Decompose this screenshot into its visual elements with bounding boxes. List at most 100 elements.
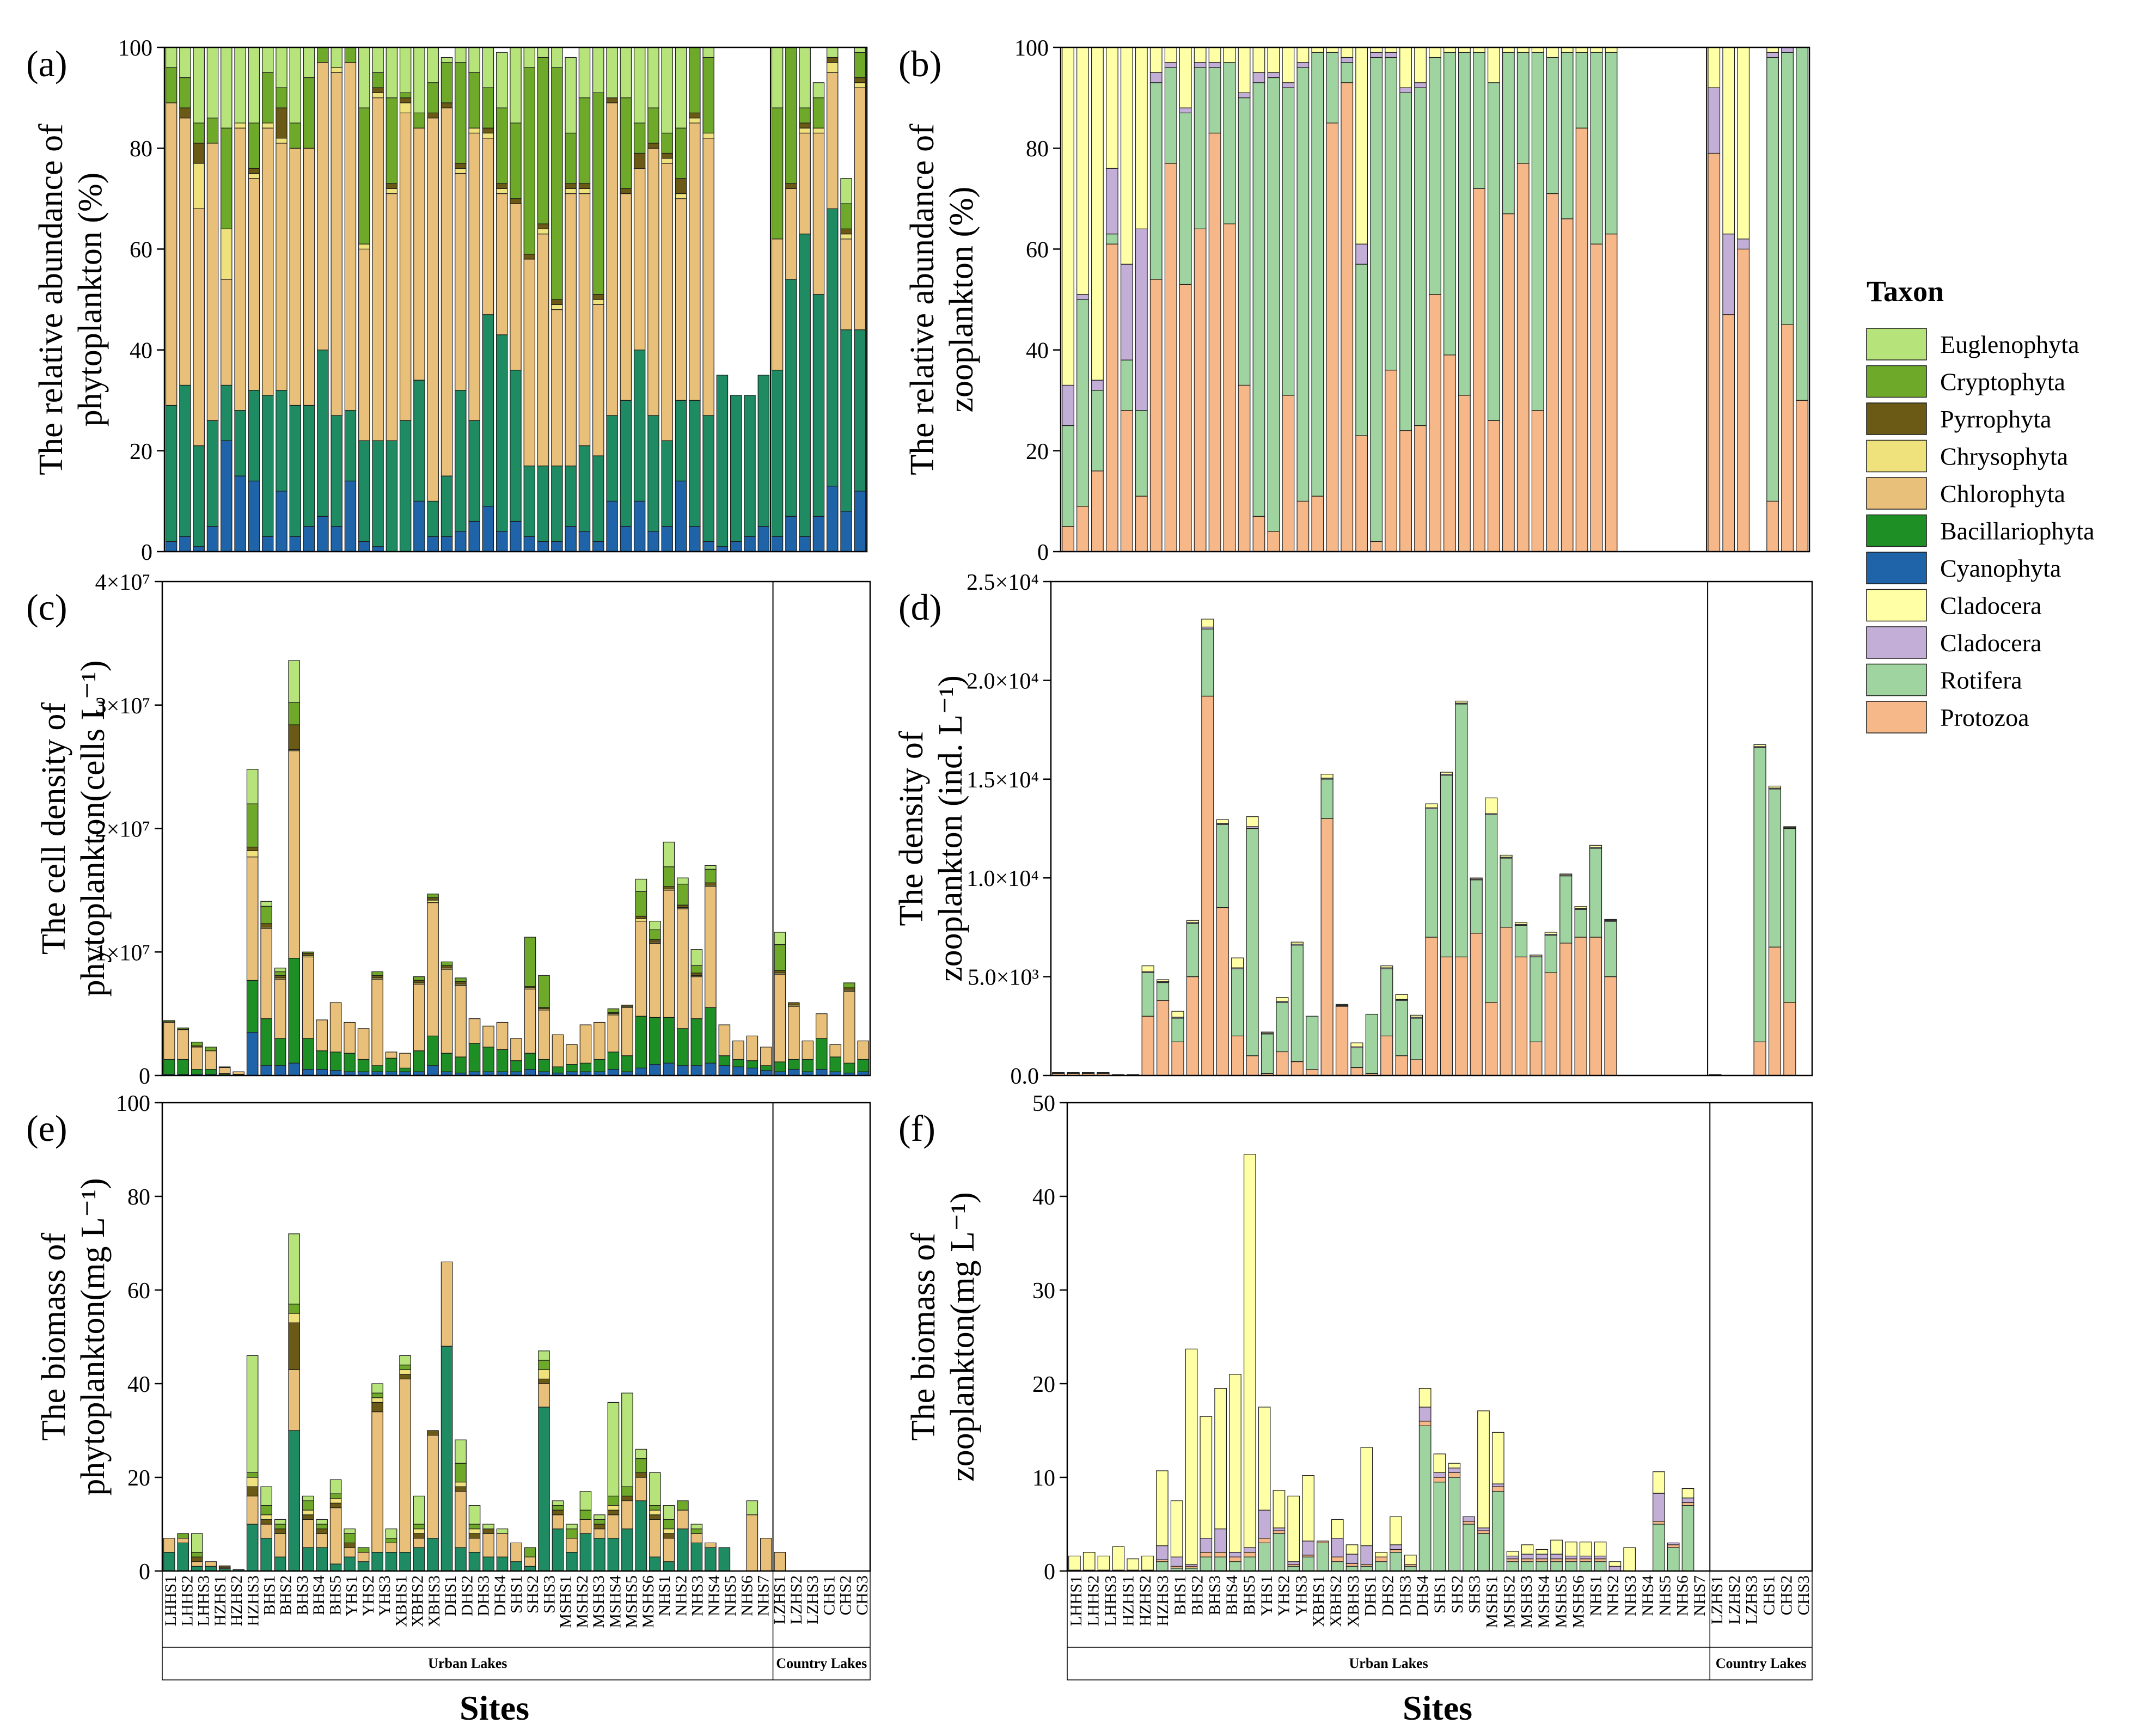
bar-segment-cryptophyta [647,107,659,144]
bar-segment-protozoa [1091,470,1104,552]
bar-segment-protozoa [1653,1521,1665,1525]
site-label: NHS3 [1622,1575,1640,1616]
bar-segment-cryptophyta [594,1519,605,1525]
bar-segment-greenbase [205,1566,217,1572]
bar-segment-chlorophyta [578,193,591,447]
bar-segment-bacillariophyta [579,1062,592,1072]
bar-segment-protozoa [1276,1051,1289,1076]
site-label: MSHS5 [1552,1575,1570,1628]
bar-segment-euglenophyta [647,47,659,108]
bar-segment-rotifera [1455,704,1468,957]
bar-segment-pyrrophyta [427,1430,439,1436]
bar-segment-cryptophyta [468,1524,481,1530]
bar-segment-greenbase [827,208,839,487]
bar-segment-chlorophyta [566,1044,578,1065]
bar-segment-pyrrophyta [441,965,453,969]
bar-segment-protozoa [1561,218,1574,552]
legend-label: Protozoa [1940,704,2029,731]
bar-segment-rotifera [1536,1561,1549,1572]
bar-segment-cladocera [1238,47,1251,93]
bar-segment-greenbase [744,395,756,537]
bar-segment-chlorophyta [372,97,384,441]
bar-segment-chlorophyta [523,259,536,467]
bar-segment-chrysophyta [565,188,577,194]
bar-segment-copepoda [1179,107,1192,113]
bar-segment-copepoda [1208,62,1221,68]
bar-segment-cryptophyta [621,1486,633,1496]
bar-segment-chlorophyta [191,1047,203,1070]
bar-segment-cryptophyta [633,123,646,154]
bar-segment-copepoda [1737,239,1750,250]
legend-label: Rotifera [1940,667,2022,694]
bar-segment-euglenophyta [496,1529,509,1534]
bar-segment-protozoa [1326,123,1339,552]
bar-segment-protozoa [1229,1556,1241,1562]
bar-segment-greenbase [482,1556,494,1572]
bar-segment-greenbase [552,1529,564,1572]
bar-segment-chlorophyta [705,886,717,1008]
bar-segment-cyanophyta [649,1063,661,1076]
site-label: DHS1 [442,1575,460,1616]
site-label: NHS5 [1656,1575,1674,1616]
bar-segment-cladocera [1429,47,1441,58]
bar-segment-chlorophyta [565,193,577,467]
bar-segment-greenbase [193,445,205,547]
bar-segment-cryptophyta [385,1538,397,1544]
bar-segment-greenbase [785,279,797,517]
bar-segment-copepoda [1287,1561,1300,1565]
bar-segment-greenbase [620,400,632,527]
bar-segment-greenbase [274,1556,286,1572]
bar-segment-protozoa [1390,1549,1402,1553]
bar-segment-copepoda [1360,1545,1373,1565]
bar-segment-copepoda [1076,294,1089,300]
bar-segment-cladocera [1200,1416,1213,1539]
site-label: MSHS4 [1535,1575,1553,1628]
bar-segment-cryptophyta [386,97,398,184]
bar-segment-euglenophyta [812,82,825,99]
bar-segment-protozoa [1273,1530,1286,1534]
bar-segment-protozoa [1317,1541,1329,1543]
bar-segment-protozoa [1399,430,1412,552]
bar-segment-bacillariophyta [260,1018,272,1066]
site-label: BHS3 [1206,1575,1224,1615]
site-label: XBHS3 [1344,1575,1362,1627]
bar-segment-rotifera [1341,62,1354,83]
bar-segment-cyanophyta [261,536,274,552]
bar-segment-rotifera [1433,1482,1446,1572]
bar-segment-cryptophyta [689,47,701,113]
bar-segment-euglenophyta [455,1439,467,1464]
bar-segment-cladocera [1201,619,1214,628]
bar-segment-copepoda [1156,1545,1169,1560]
bar-segment-cyanophyta [827,486,839,552]
bar-segment-cyanophyta [468,521,480,552]
bar-segment-chrysophyta [702,132,714,139]
bar-segment-pyrrophyta [288,1322,300,1370]
bar-segment-cryptophyta [206,118,219,144]
bar-segment-rotifera [1590,52,1603,244]
bar-segment-pyrrophyta [302,952,314,956]
bar-segment-cryptophyta [358,107,370,244]
bar-segment-rotifera [1579,1561,1592,1572]
bar-segment-cyanophyta [757,526,770,552]
bar-segment-cyanophyta [788,1069,800,1076]
bar-segment-cladocera [1231,957,1244,968]
bar-segment-chrysophyta [371,1397,383,1403]
bar-segment-rotifera [1246,828,1259,1056]
bar-segment-pyrrophyta [276,107,287,139]
y-tick-label: 80 [127,1185,150,1210]
bar-segment-copepoda [1448,1468,1461,1474]
bar-segment-chlorophyta [607,1514,620,1539]
bar-segment-bacillariophyta [718,1055,731,1066]
bar-segment-euglenophyta [552,1500,564,1506]
bar-segment-greenbase [399,420,412,552]
bar-segment-cyanophyta [607,1069,620,1076]
bar-segment-chlorophyta [399,112,412,421]
bar-segment-rotifera [1331,1561,1344,1572]
bar-segment-cryptophyta [538,1360,550,1370]
bar-segment-cryptophyta [690,965,703,974]
bar-segment-pyrrophyta [179,107,191,119]
bar-segment-cyanophyta [246,1032,259,1076]
bar-segment-cladocera [1276,997,1289,1002]
site-label: YHS1 [343,1575,361,1616]
bar-segment-euglenophyta [774,932,786,945]
